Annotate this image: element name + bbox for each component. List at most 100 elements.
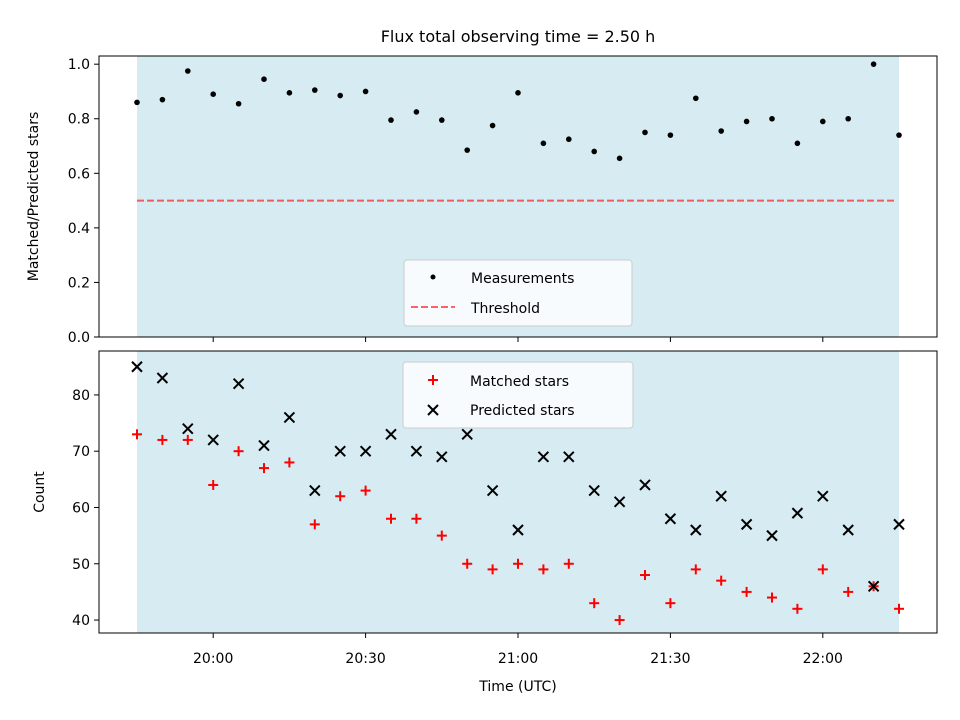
- matched-star-point: [589, 598, 600, 609]
- predicted-star-point: [563, 451, 575, 463]
- matched-star-point: [462, 558, 473, 569]
- predicted-star-point: [258, 439, 270, 452]
- predicted-star-point: [537, 451, 550, 463]
- measurement-point: [769, 115, 775, 122]
- measurement-point: [870, 61, 877, 67]
- predicted-star-point: [817, 490, 829, 502]
- matched-star-point: [894, 603, 904, 614]
- measurement-point: [693, 95, 699, 102]
- predicted-star-point: [232, 377, 245, 390]
- measurement-point: [820, 118, 826, 125]
- matched-star-point: [640, 570, 650, 581]
- measurement-point: [439, 117, 445, 123]
- y-tick-label: 0.4: [68, 221, 90, 237]
- x-tick-label: 22:00: [803, 651, 843, 667]
- matched-star-point: [487, 564, 498, 575]
- measurement-point: [464, 147, 471, 153]
- legend-predicted-label: Predicted stars: [470, 403, 575, 419]
- matched-star-point: [386, 513, 396, 524]
- y-tick-label: 70: [72, 444, 90, 460]
- predicted-star-point: [690, 524, 702, 536]
- matched-star-point: [335, 491, 346, 502]
- ratio-y-ticks: 0.0 0.2 0.4 0.6 0.8 1.0: [68, 57, 99, 346]
- legend-matched-marker: [428, 375, 438, 385]
- measurement-point: [286, 90, 293, 96]
- predicted-star-point: [842, 524, 854, 536]
- predicted-star-point: [283, 411, 296, 424]
- measurement-point: [896, 132, 902, 138]
- matched-star-point: [665, 598, 676, 609]
- count-axes-frame: [98, 350, 938, 634]
- predicted-star-point: [639, 479, 651, 491]
- predicted-star-point: [461, 428, 473, 441]
- x-tick-label: 20:30: [345, 651, 385, 667]
- predicted-star-point: [740, 518, 753, 531]
- predicted-star-point: [613, 496, 626, 508]
- measurement-point: [388, 117, 394, 123]
- measurement-point: [489, 122, 496, 129]
- matched-star-point: [538, 564, 549, 575]
- matched-star-point: [411, 513, 422, 524]
- matched-star-point: [716, 575, 727, 586]
- predicted-star-point: [410, 445, 423, 457]
- y-tick-label: 50: [72, 557, 90, 573]
- y-tick-label: 0.8: [68, 112, 90, 128]
- predicted-star-point: [715, 490, 727, 502]
- matched-star-point: [843, 586, 854, 597]
- matched-star-point: [284, 457, 295, 468]
- matched-star-point: [259, 463, 269, 474]
- matched-star-point: [208, 479, 219, 490]
- measurement-point: [159, 96, 166, 103]
- measurement-point: [134, 99, 140, 106]
- matched-star-point: [690, 564, 701, 575]
- ratio-axes-frame: [98, 55, 938, 338]
- predicted-star-point: [359, 445, 372, 457]
- predicted-star-point: [334, 445, 346, 457]
- measurement-point: [312, 87, 318, 93]
- measurement-point: [743, 118, 750, 125]
- matched-star-point: [309, 519, 320, 530]
- y-tick-label: 40: [72, 613, 90, 629]
- ratio-panel: 0.0 0.2 0.4 0.6 0.8 1.0 Matched/Predicted sta…: [26, 55, 938, 346]
- count-y-axis-label: Count: [32, 471, 48, 513]
- measurement-point: [667, 132, 674, 138]
- x-tick-label: 21:30: [650, 651, 690, 667]
- count-x-axis-label: Time (UTC): [478, 679, 556, 695]
- count-y-ticks: 40 50 60 70 80: [72, 388, 99, 629]
- matched-star-point: [614, 615, 625, 626]
- y-tick-label: 80: [72, 388, 90, 404]
- count-panel: 40 50 60 70 80 20:00 20:30 21:00 21:30 22:00 Cou…: [32, 350, 938, 695]
- matched-star-point: [513, 558, 523, 569]
- count-x-ticks: 20:00 20:30 21:00 21:30 22:00: [193, 633, 843, 667]
- predicted-star-point: [512, 524, 524, 536]
- x-tick-label: 20:00: [193, 651, 233, 667]
- measurement-point: [794, 140, 801, 147]
- matched-star-point: [563, 558, 574, 569]
- y-tick-label: 0.6: [68, 166, 90, 182]
- y-tick-label: 0.0: [68, 330, 90, 346]
- measurement-point: [591, 148, 597, 155]
- predicted-star-point: [791, 507, 804, 519]
- measurement-point: [362, 88, 369, 95]
- legend-predicted-marker: [427, 404, 439, 416]
- ratio-y-axis-label: Matched/Predicted stars: [26, 112, 42, 282]
- measurement-point: [642, 129, 648, 136]
- predicted-star-point: [588, 484, 600, 497]
- predicted-star-point: [207, 434, 219, 446]
- ratio-legend: Measurements Threshold: [403, 259, 633, 327]
- measurement-point: [845, 115, 851, 122]
- predicted-star-point: [182, 422, 194, 435]
- predicted-star-point: [385, 428, 397, 441]
- matched-star-point: [157, 434, 168, 445]
- chart-title: Flux total observing time = 2.50 h: [381, 27, 656, 46]
- ratio-x-ticks: [212, 337, 824, 342]
- y-tick-label: 0.2: [68, 275, 90, 291]
- matched-star-point: [767, 592, 777, 603]
- predicted-star-point: [156, 372, 169, 384]
- measurement-point: [540, 140, 547, 147]
- measurement-point: [261, 76, 267, 82]
- predicted-star-point: [309, 484, 321, 497]
- y-tick-label: 1.0: [68, 57, 90, 73]
- matched-star-point: [360, 485, 371, 496]
